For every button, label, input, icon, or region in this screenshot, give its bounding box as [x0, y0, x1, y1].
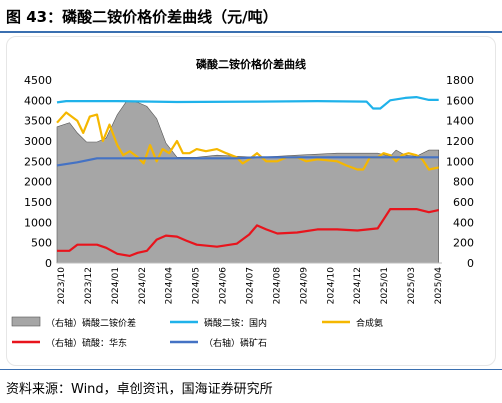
x-tick-label: 2025/01 — [380, 267, 390, 304]
spread-area-layer — [56, 100, 439, 264]
y-right-tick-label: 1600 — [446, 94, 474, 107]
legend-label: （右轴）磷酸二铵价差 — [46, 317, 136, 329]
y-right-axis: 0 200 400 600 800 1000 1200 1400 1600 1800 — [446, 74, 474, 270]
y-right-tick-label: 200 — [453, 237, 474, 250]
x-tick-label: 2024/10 — [326, 267, 336, 305]
y-left-tick-label: 3000 — [24, 135, 52, 148]
x-tick-label: 2024/08 — [272, 267, 282, 305]
legend: （右轴）磷酸二铵价差 磷酸二铵：国内 合成氨 （右轴）硫酸：华东 （右轴）磷矿石 — [11, 316, 383, 349]
y-right-tick-label: 600 — [453, 196, 474, 209]
series-4-line — [56, 156, 439, 167]
legend-label: （右轴）磷矿石 — [204, 337, 267, 349]
y-left-axis: 0 500 1000 1500 2000 2500 3000 3500 4000 4500 — [24, 74, 52, 270]
y-right-tick-label: 800 — [453, 176, 474, 189]
x-tick-label: 2024/06 — [219, 267, 229, 305]
y-right-tick-label: 400 — [453, 216, 474, 229]
series-0-area — [56, 100, 439, 264]
chart-title: 磷酸二铵价格价差曲线 — [196, 57, 306, 71]
y-right-tick-label: 1400 — [446, 115, 474, 128]
y-left-tick-label: 4500 — [24, 74, 52, 87]
y-left-tick-label: 500 — [31, 237, 52, 250]
y-left-tick-label: 2000 — [24, 176, 52, 189]
legend-label: （右轴）硫酸：华东 — [46, 337, 127, 349]
y-left-tick-label: 1500 — [24, 196, 52, 209]
y-left-tick-label: 2500 — [24, 155, 52, 168]
legend-swatch — [11, 316, 41, 327]
series-1-line — [56, 96, 439, 110]
series-lines-layer — [56, 96, 439, 257]
y-right-tick-label: 1200 — [446, 135, 474, 148]
y-left-tick-label: 3500 — [24, 115, 52, 128]
x-tick-label: 2024/02 — [138, 267, 148, 304]
legend-label: 合成氨 — [356, 317, 383, 329]
x-tick-label: 2024/01 — [111, 267, 121, 304]
source-note: 资料来源：Wind，卓创资讯，国海证券研究所 — [6, 382, 273, 397]
series-3-line — [57, 208, 439, 257]
x-tick-label: 2024/09 — [299, 267, 309, 305]
y-right-tick-label: 0 — [467, 257, 474, 270]
bottom-rule — [0, 369, 502, 370]
x-tick-label: 2025/03 — [407, 267, 417, 304]
chart-canvas: 磷酸二铵价格价差曲线 05001000150020002500300035004… — [11, 57, 474, 349]
figure-title: 图 43：磷酸二铵价格价差曲线（元/吨） — [6, 8, 278, 26]
x-tick-label: 2025/04 — [434, 267, 444, 305]
legend-label: 磷酸二铵：国内 — [204, 317, 267, 329]
x-tick-label: 2024/04 — [165, 267, 175, 305]
x-axis: 2023/10 2023/12 2024/01 2024/02 2024/04 2024/… — [57, 262, 444, 305]
x-tick-label: 2024/05 — [192, 267, 202, 304]
x-tick-label: 2023/10 — [57, 267, 67, 305]
x-tick-label: 2023/12 — [84, 267, 94, 304]
y-left-tick-label: 4000 — [24, 94, 52, 107]
x-tick-label: 2024/12 — [353, 267, 363, 304]
top-rule — [0, 31, 502, 33]
y-left-tick-label: 1000 — [24, 216, 52, 229]
y-right-tick-label: 1000 — [446, 155, 474, 168]
y-left-tick-label: 0 — [45, 257, 52, 270]
y-right-tick-label: 1800 — [446, 74, 474, 87]
x-tick-label: 2024/07 — [246, 267, 256, 304]
